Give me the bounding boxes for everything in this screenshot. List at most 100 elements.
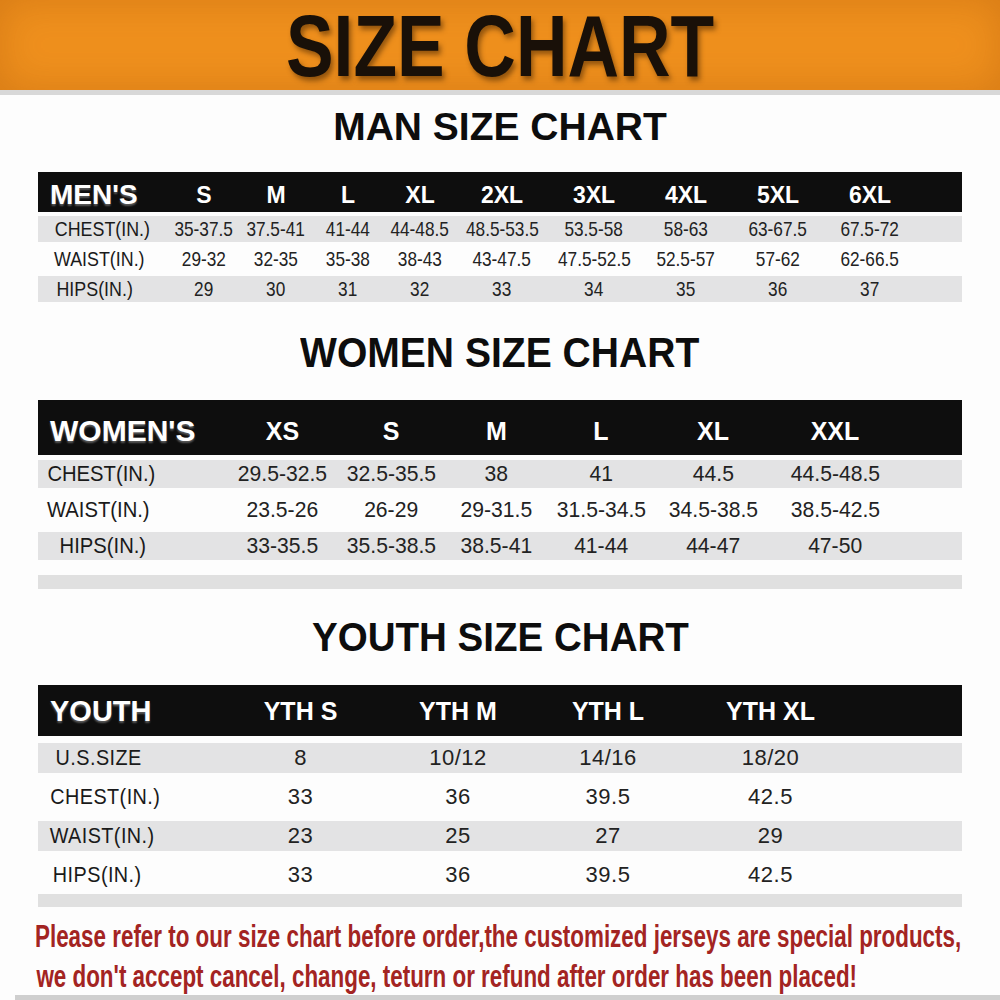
size-value: 33-35.5 — [228, 532, 337, 568]
table-row: CHEST(IN.)333639.542.5 — [38, 782, 962, 821]
youth-table-bottom-rule — [38, 894, 962, 907]
table-row: WAIST(IN.)29-3232-3535-3838-4343-47.547.… — [38, 246, 962, 276]
size-value: 29 — [168, 276, 240, 306]
row-label: CHEST(IN.) — [38, 216, 168, 246]
size-column-header: 6XL — [824, 172, 916, 216]
row-label: WAIST(IN.) — [38, 821, 218, 860]
row-label: CHEST(IN.) — [38, 460, 228, 496]
table-row: HIPS(IN.)293031323334353637 — [38, 276, 962, 306]
size-value: 42.5 — [683, 782, 858, 821]
filler-cell — [898, 532, 962, 568]
size-column-header: S — [337, 400, 445, 460]
youth-size-chart-heading: YOUTH SIZE CHART — [0, 615, 1000, 659]
filler-cell — [898, 496, 962, 532]
size-value: 32-35 — [240, 246, 312, 276]
table-row: U.S.SIZE810/1214/1618/20 — [38, 743, 962, 782]
size-value: 33 — [456, 276, 548, 306]
size-value: 52.5-57 — [640, 246, 732, 276]
table-row: WAIST(IN.)23.5-2626-2929-31.531.5-34.534… — [38, 496, 962, 532]
filler-cell — [858, 782, 962, 821]
size-column-header: XL — [384, 172, 456, 216]
row-label: U.S.SIZE — [38, 743, 218, 782]
table-row: CHEST(IN.)35-37.537.5-4141-4444-48.548.5… — [38, 216, 962, 246]
filler-cell — [858, 743, 962, 782]
size-value: 53.5-58 — [548, 216, 640, 246]
size-column-header: XL — [654, 400, 772, 460]
size-column-header: M — [445, 400, 548, 460]
size-value: 35.5-38.5 — [337, 532, 445, 568]
size-value: 47-50 — [772, 532, 898, 568]
filler-cell — [858, 821, 962, 860]
filler-cell — [916, 172, 962, 216]
size-value: 62-66.5 — [824, 246, 916, 276]
size-value: 31.5-34.5 — [548, 496, 654, 532]
size-column-header: S — [168, 172, 240, 216]
women-table-bottom-rule — [38, 575, 962, 589]
size-value: 32 — [384, 276, 456, 306]
size-column-header: XXL — [772, 400, 898, 460]
man-size-chart-heading: MAN SIZE CHART — [0, 105, 1000, 149]
footer-note: Please refer to our size chart before or… — [35, 916, 995, 996]
size-value: 29 — [683, 821, 858, 860]
size-value: 44-48.5 — [384, 216, 456, 246]
size-column-header: L — [548, 400, 654, 460]
size-value: 38.5-42.5 — [772, 496, 898, 532]
size-column-header: 4XL — [640, 172, 732, 216]
size-value: 35-38 — [312, 246, 384, 276]
table-row: HIPS(IN.)33-35.535.5-38.538.5-4141-4444-… — [38, 532, 962, 568]
filler-cell — [858, 685, 962, 743]
size-value: 37.5-41 — [240, 216, 312, 246]
size-value: 35-37.5 — [168, 216, 240, 246]
women-size-chart-heading: WOMEN SIZE CHART — [0, 331, 1000, 375]
size-value: 23 — [218, 821, 383, 860]
footer-line: we don't accept cancel, change, teturn o… — [35, 956, 707, 996]
size-column-header: YTH L — [533, 685, 683, 743]
size-value: 38 — [445, 460, 548, 496]
size-value: 35 — [640, 276, 732, 306]
size-value: 41-44 — [312, 216, 384, 246]
size-column-header: YTH S — [218, 685, 383, 743]
table-row: CHEST(IN.)29.5-32.532.5-35.5384144.544.5… — [38, 460, 962, 496]
table-row: WAIST(IN.)23252729 — [38, 821, 962, 860]
youth-size-table: YOUTHYTH SYTH MYTH LYTH XLU.S.SIZE810/12… — [38, 685, 962, 899]
bottom-edge-rule — [15, 995, 1000, 1000]
banner: SIZE CHART — [0, 0, 1000, 90]
size-value: 26-29 — [337, 496, 445, 532]
row-label: HIPS(IN.) — [38, 276, 168, 306]
size-value: 29.5-32.5 — [228, 460, 337, 496]
size-value: 32.5-35.5 — [337, 460, 445, 496]
size-value: 37 — [824, 276, 916, 306]
size-value: 47.5-52.5 — [548, 246, 640, 276]
row-label: CHEST(IN.) — [38, 782, 218, 821]
size-value: 25 — [383, 821, 533, 860]
size-column-header: L — [312, 172, 384, 216]
size-value: 27 — [533, 821, 683, 860]
table-corner-label: YOUTH — [38, 685, 218, 743]
size-value: 33 — [218, 782, 383, 821]
size-value: 63-67.5 — [732, 216, 824, 246]
size-value: 39.5 — [533, 782, 683, 821]
size-value: 8 — [218, 743, 383, 782]
size-value: 23.5-26 — [228, 496, 337, 532]
size-value: 14/16 — [533, 743, 683, 782]
table-corner-label: WOMEN'S — [38, 400, 228, 460]
women-size-table: WOMEN'SXSSMLXLXXLCHEST(IN.)29.5-32.532.5… — [38, 400, 962, 568]
size-value: 31 — [312, 276, 384, 306]
banner-bottom-edge — [0, 90, 1000, 95]
size-value: 29-32 — [168, 246, 240, 276]
size-value: 41-44 — [548, 532, 654, 568]
filler-cell — [916, 276, 962, 306]
size-column-header: 3XL — [548, 172, 640, 216]
man-size-table: MEN'SSMLXL2XL3XL4XL5XL6XLCHEST(IN.)35-37… — [38, 172, 962, 306]
size-value: 38.5-41 — [445, 532, 548, 568]
filler-cell — [898, 460, 962, 496]
size-column-header: XS — [228, 400, 337, 460]
size-value: 18/20 — [683, 743, 858, 782]
size-value: 44.5-48.5 — [772, 460, 898, 496]
size-value: 57-62 — [732, 246, 824, 276]
size-chart-page: SIZE CHART MAN SIZE CHART MEN'SSMLXL2XL3… — [0, 0, 1000, 1000]
size-column-header: M — [240, 172, 312, 216]
size-value: 10/12 — [383, 743, 533, 782]
table-corner-label: MEN'S — [38, 172, 168, 216]
size-column-header: 2XL — [456, 172, 548, 216]
